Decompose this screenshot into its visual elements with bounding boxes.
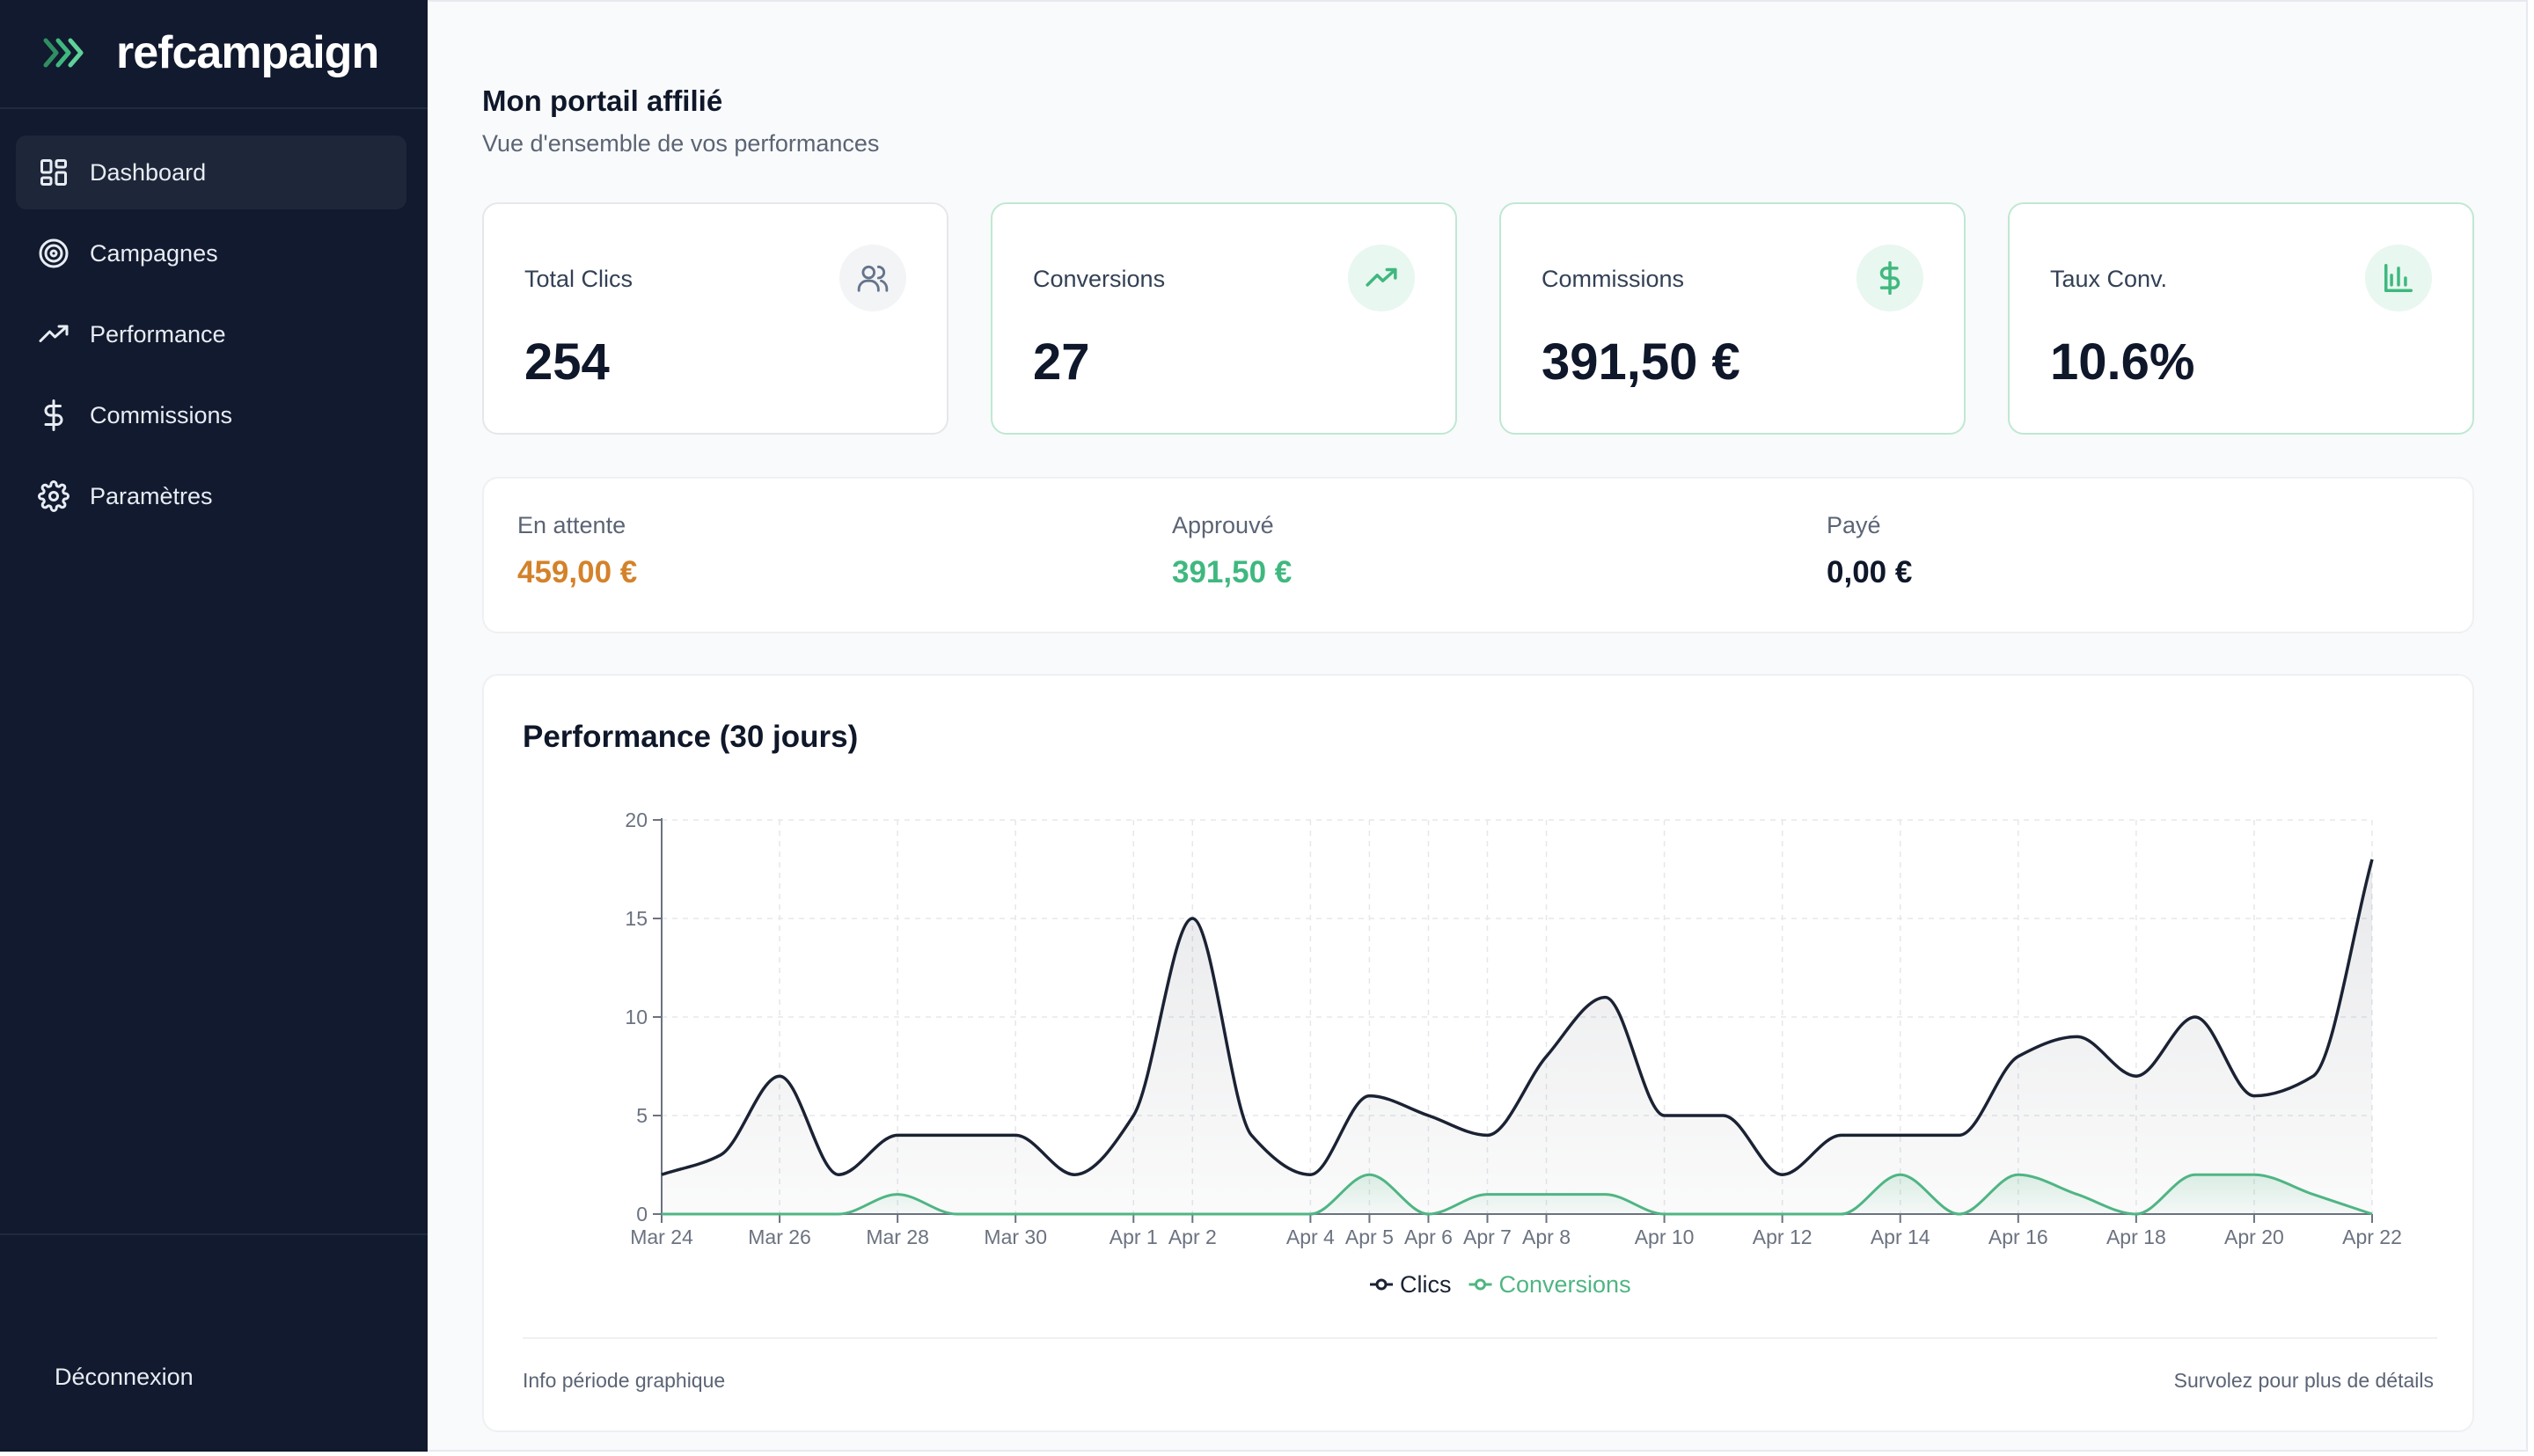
- sidebar-divider: [0, 107, 428, 109]
- sidebar-item-dashboard[interactable]: Dashboard: [16, 135, 406, 209]
- sidebar-item-parametres[interactable]: Paramètres: [16, 459, 406, 533]
- sidebar-nav: Dashboard Campagnes Performance: [16, 135, 406, 540]
- sidebar-item-label: Performance: [90, 320, 226, 348]
- bar-chart-icon: [2365, 245, 2432, 311]
- series-area-clics: [662, 859, 2372, 1214]
- stat-card-conversions: Conversions 27: [991, 202, 1457, 435]
- dollar-icon: [1857, 245, 1923, 311]
- status-label: Payé: [1827, 512, 1881, 538]
- x-tick-label: Apr 22: [2342, 1226, 2402, 1248]
- performance-chart-panel: Performance (30 jours) 0 5 10 15 20 Mar 24 Mar…: [482, 674, 2474, 1432]
- dollar-icon: [37, 399, 70, 432]
- stat-card-taux-conv: Taux Conv. 10.6%: [2008, 202, 2474, 435]
- sidebar-divider: [0, 1233, 428, 1235]
- chevrons-right-logo-icon: [43, 38, 84, 68]
- gear-icon: [37, 479, 70, 513]
- status-approved: Approuvé 391,50 €: [1172, 512, 1292, 590]
- stat-value: 254: [524, 333, 610, 391]
- trending-up-icon: [1348, 245, 1415, 311]
- stat-value: 391,50 €: [1542, 333, 1740, 391]
- x-tick-label: Apr 6: [1404, 1226, 1453, 1248]
- y-tick-label: 15: [625, 907, 648, 930]
- performance-chart[interactable]: 0 5 10 15 20 Mar 24 Mar 26 Mar 28 Mar 30 Apr 1 Apr…: [484, 676, 2476, 1344]
- x-tick-label: Apr 5: [1345, 1226, 1394, 1248]
- status-label: Approuvé: [1172, 512, 1274, 538]
- x-tick-label: Mar 26: [748, 1226, 811, 1248]
- sidebar-item-label: Campagnes: [90, 239, 218, 267]
- stat-card-total-clics: Total Clics 254: [482, 202, 948, 435]
- brand[interactable]: refcampaign: [42, 25, 379, 81]
- legend-marker-conversions: [1475, 1278, 1486, 1291]
- status-pending: En attente 459,00 €: [517, 512, 637, 590]
- x-tick-label: Apr 20: [2224, 1226, 2284, 1248]
- page-title: Mon portail affilié: [482, 84, 723, 117]
- x-tick-label: Apr 2: [1168, 1226, 1217, 1248]
- sidebar-item-campagnes[interactable]: Campagnes: [16, 216, 406, 290]
- trending-up-icon: [37, 318, 70, 351]
- y-tick-label: 10: [625, 1006, 648, 1028]
- x-tick-label: Apr 4: [1286, 1226, 1335, 1248]
- sidebar-item-label: Paramètres: [90, 482, 213, 509]
- brand-name: refcampaign: [116, 27, 379, 78]
- stat-card-commissions: Commissions 391,50 €: [1499, 202, 1966, 435]
- series-line-clics: [661, 859, 2374, 1176]
- x-tick-label: Apr 14: [1871, 1226, 1930, 1248]
- main-content: Mon portail affilié Vue d'ensemble de vo…: [428, 0, 2528, 1452]
- status-value: 391,50 €: [1172, 555, 1293, 589]
- y-tick-label: 5: [636, 1104, 648, 1127]
- x-tick-label: Apr 8: [1522, 1226, 1571, 1248]
- stat-label: Taux Conv.: [2050, 266, 2168, 292]
- page-subtitle: Vue d'ensemble de vos performances: [482, 130, 880, 157]
- x-tick-label: Mar 28: [866, 1226, 929, 1248]
- legend-marker-clics: [1375, 1278, 1388, 1291]
- chart-footer-hint: Survolez pour plus de détails: [2173, 1369, 2434, 1392]
- chart-footer-info: Info période graphique: [523, 1369, 726, 1392]
- series-line-conversions: [662, 1173, 2373, 1216]
- users-icon: [839, 245, 906, 311]
- stat-label: Conversions: [1033, 266, 1166, 292]
- chart-footer-divider: [523, 1337, 2437, 1339]
- x-tick-label: Apr 18: [2106, 1226, 2166, 1248]
- dashboard-grid-icon: [37, 156, 70, 189]
- target-icon: [37, 237, 70, 270]
- sidebar-item-label: Commissions: [90, 401, 233, 428]
- stat-value: 10.6%: [2050, 333, 2195, 391]
- x-tick-label: Apr 7: [1463, 1226, 1512, 1248]
- commission-status-panel: En attente 459,00 € Approuvé 391,50 € Pa…: [482, 477, 2474, 633]
- status-label: En attente: [517, 512, 626, 538]
- sidebar-item-commissions[interactable]: Commissions: [16, 378, 406, 452]
- status-value: 459,00 €: [517, 555, 638, 589]
- x-tick-label: Apr 10: [1635, 1226, 1695, 1248]
- sidebar-item-performance[interactable]: Performance: [16, 297, 406, 371]
- y-tick-label: 20: [625, 808, 648, 831]
- sidebar: refcampaign Dashboard Campagnes: [0, 0, 428, 1452]
- status-value: 0,00 €: [1827, 555, 1913, 589]
- stat-value: 27: [1033, 333, 1090, 391]
- legend-label-conversions: Conversions: [1499, 1271, 1631, 1298]
- stat-label: Total Clics: [524, 266, 634, 292]
- logout-button[interactable]: Déconnexion: [55, 1364, 194, 1390]
- y-tick-label: 0: [636, 1203, 648, 1226]
- stat-label: Commissions: [1542, 266, 1685, 292]
- x-tick-label: Apr 1: [1110, 1226, 1158, 1248]
- chart-title: Performance (30 jours): [523, 720, 859, 754]
- x-tick-label: Apr 16: [1988, 1226, 2048, 1248]
- sidebar-item-label: Dashboard: [90, 158, 207, 186]
- status-paid: Payé 0,00 €: [1827, 512, 1912, 590]
- x-tick-label: Mar 24: [630, 1226, 693, 1248]
- x-tick-label: Apr 12: [1753, 1226, 1813, 1248]
- legend-label-clics: Clics: [1400, 1271, 1452, 1298]
- x-tick-label: Mar 30: [984, 1226, 1047, 1248]
